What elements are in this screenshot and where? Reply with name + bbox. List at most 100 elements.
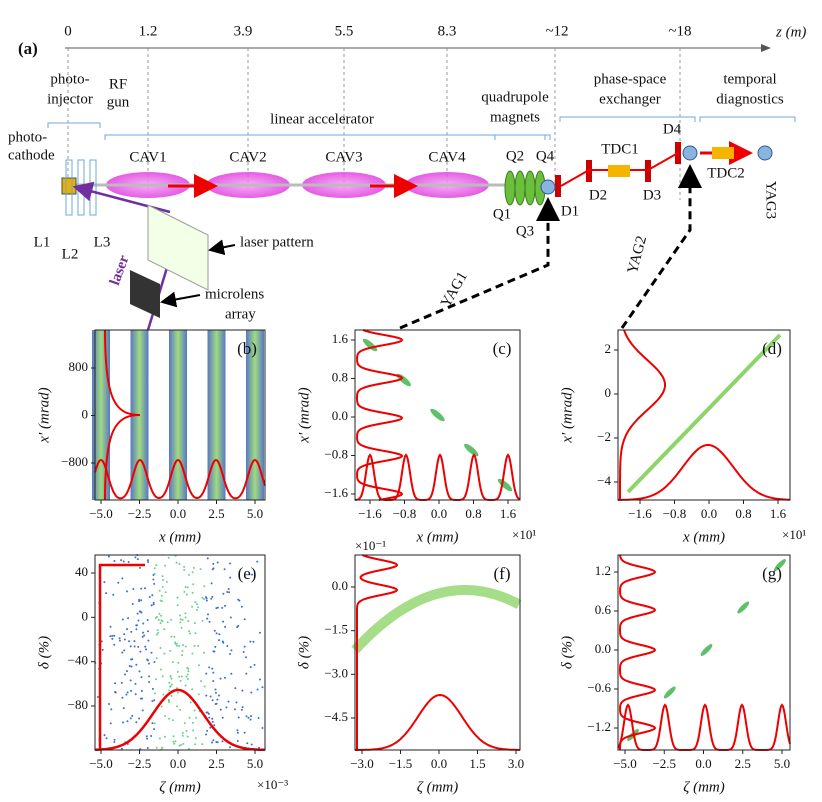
density <box>179 745 181 747</box>
density <box>206 597 208 599</box>
label: Q1 <box>493 206 511 222</box>
label: diagnostics <box>716 91 784 107</box>
profile <box>618 445 790 500</box>
density <box>237 729 239 731</box>
density <box>121 577 123 579</box>
density <box>129 665 131 667</box>
label: (d) <box>762 339 782 358</box>
density <box>183 591 185 593</box>
density <box>226 645 228 647</box>
density <box>106 737 108 739</box>
label: Q4 <box>536 148 555 164</box>
density <box>121 652 123 654</box>
profile <box>618 705 790 750</box>
label: −2.5 <box>128 506 152 521</box>
density <box>212 567 214 569</box>
density <box>229 746 231 748</box>
density <box>121 682 123 684</box>
density <box>169 650 171 652</box>
label: −1.5 <box>389 756 413 771</box>
density <box>181 650 183 652</box>
density <box>214 646 216 648</box>
label: Q3 <box>516 223 534 239</box>
density <box>222 640 224 642</box>
label: injector <box>47 91 93 107</box>
label: photo- <box>50 71 89 87</box>
density <box>242 706 244 708</box>
density <box>172 661 174 663</box>
density <box>224 677 226 679</box>
density <box>192 722 194 724</box>
label: 2.5 <box>208 756 224 771</box>
density <box>108 556 110 558</box>
density <box>163 653 165 655</box>
density <box>224 626 226 628</box>
density <box>168 689 170 691</box>
z-label: z (m) <box>775 24 806 40</box>
label: YAG3 <box>763 181 779 219</box>
density <box>123 561 125 563</box>
quads <box>505 171 545 205</box>
density <box>143 634 145 636</box>
label: 0.8 <box>735 506 751 521</box>
density <box>171 684 173 686</box>
density <box>237 599 239 601</box>
density <box>119 637 121 639</box>
density <box>140 599 142 601</box>
density <box>203 585 205 587</box>
density <box>148 675 150 677</box>
density <box>215 607 217 609</box>
density <box>158 613 160 615</box>
label: ×10⁻³ <box>257 777 288 792</box>
profile <box>357 555 397 750</box>
density <box>128 561 130 563</box>
density <box>212 699 214 701</box>
density <box>126 628 128 630</box>
density <box>241 606 243 608</box>
density <box>150 735 152 737</box>
density <box>187 670 189 672</box>
density <box>137 613 139 615</box>
density <box>130 631 132 633</box>
density <box>152 574 154 576</box>
density <box>256 561 258 563</box>
density <box>191 652 193 654</box>
label: 5.0 <box>247 506 263 521</box>
density <box>194 743 196 745</box>
density <box>165 591 167 593</box>
density <box>144 587 146 589</box>
density <box>137 558 139 560</box>
density <box>139 611 141 613</box>
label: 5.0 <box>774 756 790 771</box>
density <box>203 598 205 600</box>
label: D2 <box>589 187 607 203</box>
density <box>162 693 164 695</box>
density <box>192 592 194 594</box>
density <box>156 634 158 636</box>
label: 1.2 <box>139 23 158 39</box>
density <box>135 628 137 630</box>
density <box>138 718 140 720</box>
label: 0 <box>605 385 612 400</box>
label: −2 <box>597 429 611 444</box>
density <box>130 717 132 719</box>
density <box>212 563 214 565</box>
density <box>160 620 162 622</box>
density <box>224 568 226 570</box>
density <box>130 679 132 681</box>
density <box>182 732 184 734</box>
density <box>151 700 153 702</box>
density <box>159 737 161 739</box>
density <box>164 565 166 567</box>
density <box>220 678 222 680</box>
density <box>212 721 214 723</box>
density <box>123 649 125 651</box>
density <box>198 693 200 695</box>
label: −5.0 <box>613 756 637 771</box>
density <box>251 744 253 746</box>
density <box>173 636 175 638</box>
density <box>208 717 210 719</box>
label: 2.5 <box>735 756 751 771</box>
label: ζ (mm) <box>683 779 724 795</box>
density <box>149 596 151 598</box>
